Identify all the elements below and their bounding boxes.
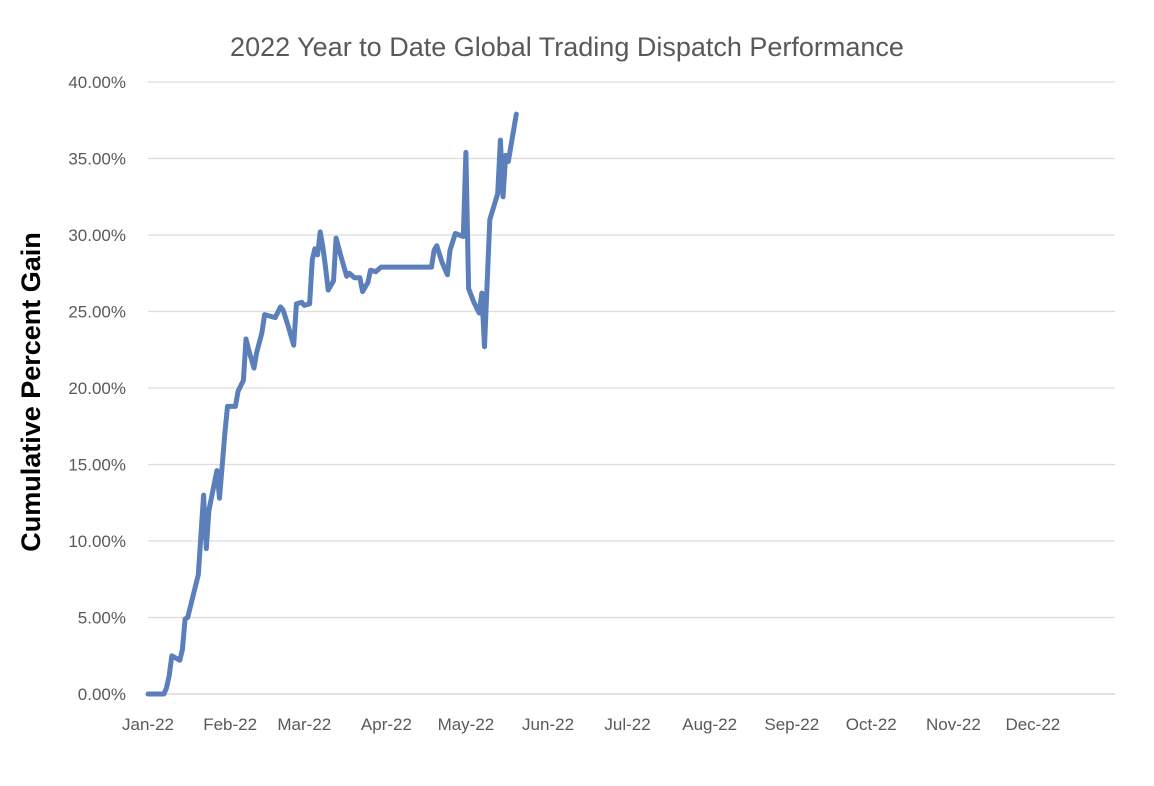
x-tick-label: Feb-22 (203, 715, 257, 734)
series-line (145, 111, 519, 697)
x-tick-label: Nov-22 (926, 715, 981, 734)
x-axis-ticks: Jan-22 Feb-22 Mar-22 Apr-22 May-22 Jun-22 Jul-… (122, 715, 1060, 734)
y-tick-label: 15.00% (68, 456, 126, 475)
x-tick-label: Aug-22 (682, 715, 737, 734)
y-tick-label: 30.00% (68, 226, 126, 245)
y-axis-ticks: 0.00% 5.00% 10.00% 15.00% 20.00% 25.00% 30.00%… (68, 73, 126, 704)
y-tick-label: 40.00% (68, 73, 126, 92)
x-tick-label: May-22 (438, 715, 495, 734)
x-tick-label: Sep-22 (764, 715, 819, 734)
x-tick-label: Jun-22 (522, 715, 574, 734)
y-tick-label: 10.00% (68, 532, 126, 551)
gridlines (148, 81, 1115, 695)
y-axis-title: Cumulative Percent Gain (16, 232, 46, 552)
y-tick-label: 35.00% (68, 150, 126, 169)
x-tick-label: Jan-22 (122, 715, 174, 734)
y-tick-label: 5.00% (78, 609, 126, 628)
y-tick-label: 25.00% (68, 303, 126, 322)
y-tick-label: 0.00% (78, 685, 126, 704)
y-tick-label: 20.00% (68, 379, 126, 398)
x-tick-label: Dec-22 (1005, 715, 1060, 734)
series-layer (145, 111, 519, 697)
x-tick-label: Mar-22 (277, 715, 331, 734)
x-tick-label: Oct-22 (846, 715, 897, 734)
chart-title: 2022 Year to Date Global Trading Dispatc… (230, 32, 904, 62)
x-tick-label: Jul-22 (604, 715, 650, 734)
x-tick-label: Apr-22 (361, 715, 412, 734)
